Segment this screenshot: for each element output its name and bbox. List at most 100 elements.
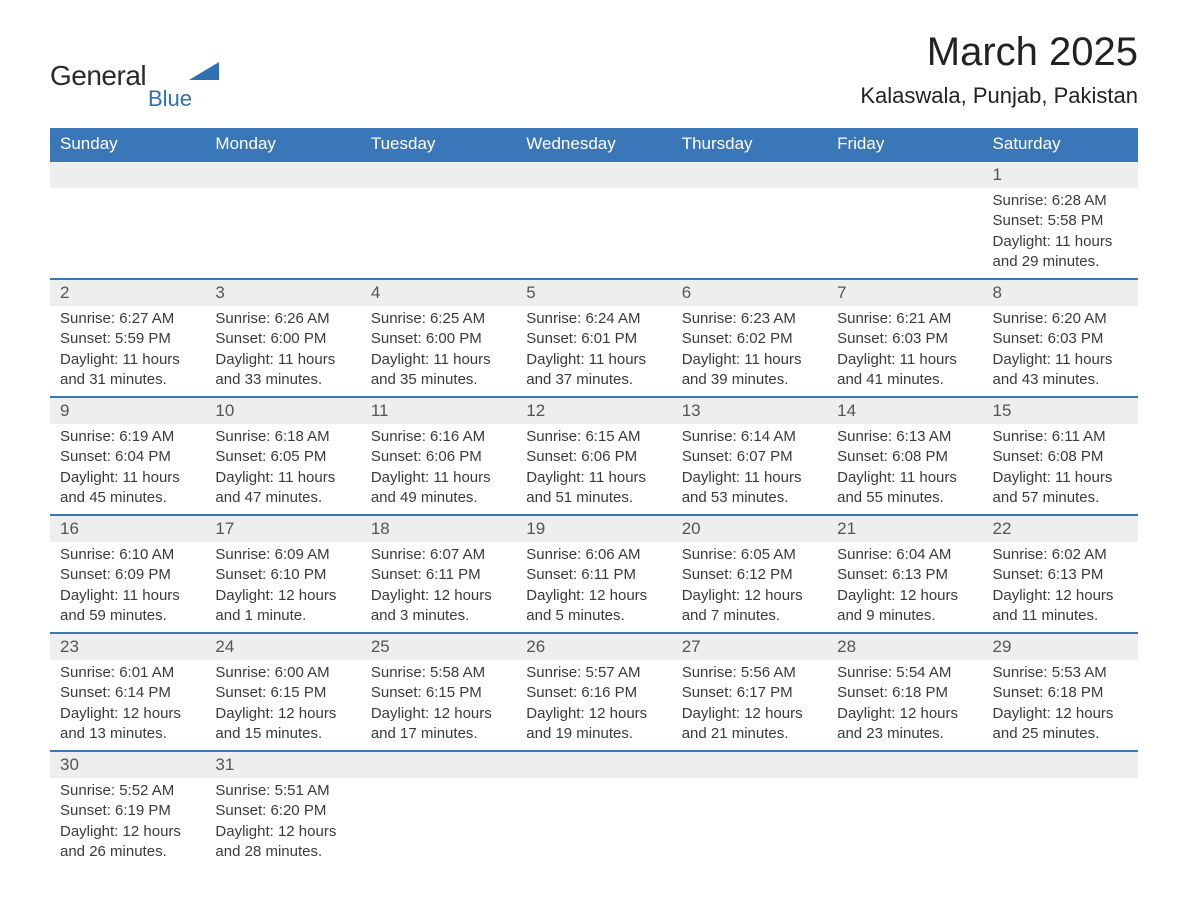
day-number: 29 bbox=[983, 633, 1138, 660]
day-number: 7 bbox=[827, 279, 982, 306]
day-number: 23 bbox=[50, 633, 205, 660]
sunset-text: Sunset: 6:02 PM bbox=[682, 329, 817, 349]
weekday-header: Wednesday bbox=[516, 128, 671, 161]
sunrise-text: Sunrise: 6:21 AM bbox=[837, 309, 972, 329]
sunset-text: Sunset: 6:13 PM bbox=[993, 565, 1128, 585]
day-details: Sunrise: 6:13 AMSunset: 6:08 PMDaylight:… bbox=[827, 424, 982, 515]
day-number: 13 bbox=[672, 397, 827, 424]
sunset-text: Sunset: 6:13 PM bbox=[837, 565, 972, 585]
sunrise-text: Sunrise: 6:20 AM bbox=[993, 309, 1128, 329]
sunrise-text: Sunrise: 6:00 AM bbox=[215, 663, 350, 683]
day-number: 3 bbox=[205, 279, 360, 306]
sunrise-text: Sunrise: 6:11 AM bbox=[993, 427, 1128, 447]
day-number: 16 bbox=[50, 515, 205, 542]
day-number bbox=[50, 161, 205, 188]
daylight-text: Daylight: 12 hours and 1 minute. bbox=[215, 586, 350, 627]
sunrise-text: Sunrise: 5:54 AM bbox=[837, 663, 972, 683]
day-details: Sunrise: 5:52 AMSunset: 6:19 PMDaylight:… bbox=[50, 778, 205, 868]
day-number bbox=[516, 751, 671, 778]
day-details bbox=[516, 778, 671, 868]
day-details bbox=[672, 778, 827, 868]
day-number: 17 bbox=[205, 515, 360, 542]
sunrise-text: Sunrise: 5:51 AM bbox=[215, 781, 350, 801]
day-number bbox=[983, 751, 1138, 778]
day-number: 22 bbox=[983, 515, 1138, 542]
sunrise-text: Sunrise: 6:16 AM bbox=[371, 427, 506, 447]
sunrise-text: Sunrise: 5:56 AM bbox=[682, 663, 817, 683]
day-number: 15 bbox=[983, 397, 1138, 424]
daylight-text: Daylight: 11 hours and 59 minutes. bbox=[60, 586, 195, 627]
sunset-text: Sunset: 6:08 PM bbox=[837, 447, 972, 467]
day-details: Sunrise: 6:23 AMSunset: 6:02 PMDaylight:… bbox=[672, 306, 827, 397]
weekday-header: Sunday bbox=[50, 128, 205, 161]
daylight-text: Daylight: 11 hours and 41 minutes. bbox=[837, 350, 972, 391]
day-number bbox=[827, 751, 982, 778]
sunset-text: Sunset: 6:10 PM bbox=[215, 565, 350, 585]
day-details: Sunrise: 6:04 AMSunset: 6:13 PMDaylight:… bbox=[827, 542, 982, 633]
day-details: Sunrise: 6:06 AMSunset: 6:11 PMDaylight:… bbox=[516, 542, 671, 633]
page-title: March 2025 bbox=[860, 30, 1138, 75]
daylight-text: Daylight: 11 hours and 47 minutes. bbox=[215, 468, 350, 509]
sunset-text: Sunset: 6:09 PM bbox=[60, 565, 195, 585]
day-details bbox=[361, 778, 516, 868]
sunrise-text: Sunrise: 6:24 AM bbox=[526, 309, 661, 329]
day-number: 2 bbox=[50, 279, 205, 306]
sunrise-text: Sunrise: 6:04 AM bbox=[837, 545, 972, 565]
sunrise-text: Sunrise: 6:15 AM bbox=[526, 427, 661, 447]
sunset-text: Sunset: 6:04 PM bbox=[60, 447, 195, 467]
day-number bbox=[672, 161, 827, 188]
sunrise-text: Sunrise: 6:27 AM bbox=[60, 309, 195, 329]
day-number: 8 bbox=[983, 279, 1138, 306]
calendar-table: Sunday Monday Tuesday Wednesday Thursday… bbox=[50, 128, 1138, 868]
day-number: 26 bbox=[516, 633, 671, 660]
day-details: Sunrise: 6:19 AMSunset: 6:04 PMDaylight:… bbox=[50, 424, 205, 515]
daylight-text: Daylight: 12 hours and 7 minutes. bbox=[682, 586, 817, 627]
detail-row: Sunrise: 6:19 AMSunset: 6:04 PMDaylight:… bbox=[50, 424, 1138, 515]
day-number: 25 bbox=[361, 633, 516, 660]
sunset-text: Sunset: 5:58 PM bbox=[993, 211, 1128, 231]
sunrise-text: Sunrise: 6:26 AM bbox=[215, 309, 350, 329]
sunset-text: Sunset: 6:19 PM bbox=[60, 801, 195, 821]
sunrise-text: Sunrise: 6:02 AM bbox=[993, 545, 1128, 565]
sunrise-text: Sunrise: 6:23 AM bbox=[682, 309, 817, 329]
sunset-text: Sunset: 6:00 PM bbox=[371, 329, 506, 349]
sunset-text: Sunset: 6:03 PM bbox=[837, 329, 972, 349]
daylight-text: Daylight: 12 hours and 11 minutes. bbox=[993, 586, 1128, 627]
sunset-text: Sunset: 6:15 PM bbox=[371, 683, 506, 703]
day-number: 28 bbox=[827, 633, 982, 660]
day-details: Sunrise: 5:51 AMSunset: 6:20 PMDaylight:… bbox=[205, 778, 360, 868]
logo-triangle-icon bbox=[189, 62, 229, 82]
day-number: 5 bbox=[516, 279, 671, 306]
sunset-text: Sunset: 6:11 PM bbox=[371, 565, 506, 585]
day-number: 10 bbox=[205, 397, 360, 424]
day-details: Sunrise: 6:26 AMSunset: 6:00 PMDaylight:… bbox=[205, 306, 360, 397]
sunrise-text: Sunrise: 6:18 AM bbox=[215, 427, 350, 447]
daynum-row: 1 bbox=[50, 161, 1138, 188]
detail-row: Sunrise: 6:27 AMSunset: 5:59 PM Daylight:… bbox=[50, 306, 1138, 397]
day-number: 1 bbox=[983, 161, 1138, 188]
daylight-text: Daylight: 12 hours and 21 minutes. bbox=[682, 704, 817, 745]
daylight-text: Daylight: 11 hours and 39 minutes. bbox=[682, 350, 817, 391]
sunrise-text: Sunrise: 6:07 AM bbox=[371, 545, 506, 565]
daylight-text: Daylight: 11 hours and 55 minutes. bbox=[837, 468, 972, 509]
day-number bbox=[361, 161, 516, 188]
daylight-text: Daylight: 11 hours and 29 minutes. bbox=[993, 232, 1128, 273]
detail-row: Sunrise: 6:28 AMSunset: 5:58 PMDaylight:… bbox=[50, 188, 1138, 279]
sunset-text: Sunset: 6:00 PM bbox=[215, 329, 350, 349]
sunset-text: Sunset: 5:59 PM bbox=[60, 329, 195, 349]
day-number bbox=[827, 161, 982, 188]
day-details: Sunrise: 6:25 AMSunset: 6:00 PMDaylight:… bbox=[361, 306, 516, 397]
day-number: 18 bbox=[361, 515, 516, 542]
daylight-text: Daylight: 11 hours and 45 minutes. bbox=[60, 468, 195, 509]
logo: General Blue bbox=[50, 30, 146, 118]
day-details: Sunrise: 5:53 AMSunset: 6:18 PMDaylight:… bbox=[983, 660, 1138, 751]
day-details: Sunrise: 6:15 AMSunset: 6:06 PMDaylight:… bbox=[516, 424, 671, 515]
day-number: 24 bbox=[205, 633, 360, 660]
day-details: Sunrise: 6:14 AMSunset: 6:07 PMDaylight:… bbox=[672, 424, 827, 515]
sunset-text: Sunset: 6:03 PM bbox=[993, 329, 1128, 349]
title-block: March 2025 Kalaswala, Punjab, Pakistan bbox=[860, 30, 1138, 109]
daylight-text: Daylight: 11 hours and 37 minutes. bbox=[526, 350, 661, 391]
sunset-text: Sunset: 6:15 PM bbox=[215, 683, 350, 703]
daylight-text: Daylight: 11 hours and 49 minutes. bbox=[371, 468, 506, 509]
day-number: 4 bbox=[361, 279, 516, 306]
